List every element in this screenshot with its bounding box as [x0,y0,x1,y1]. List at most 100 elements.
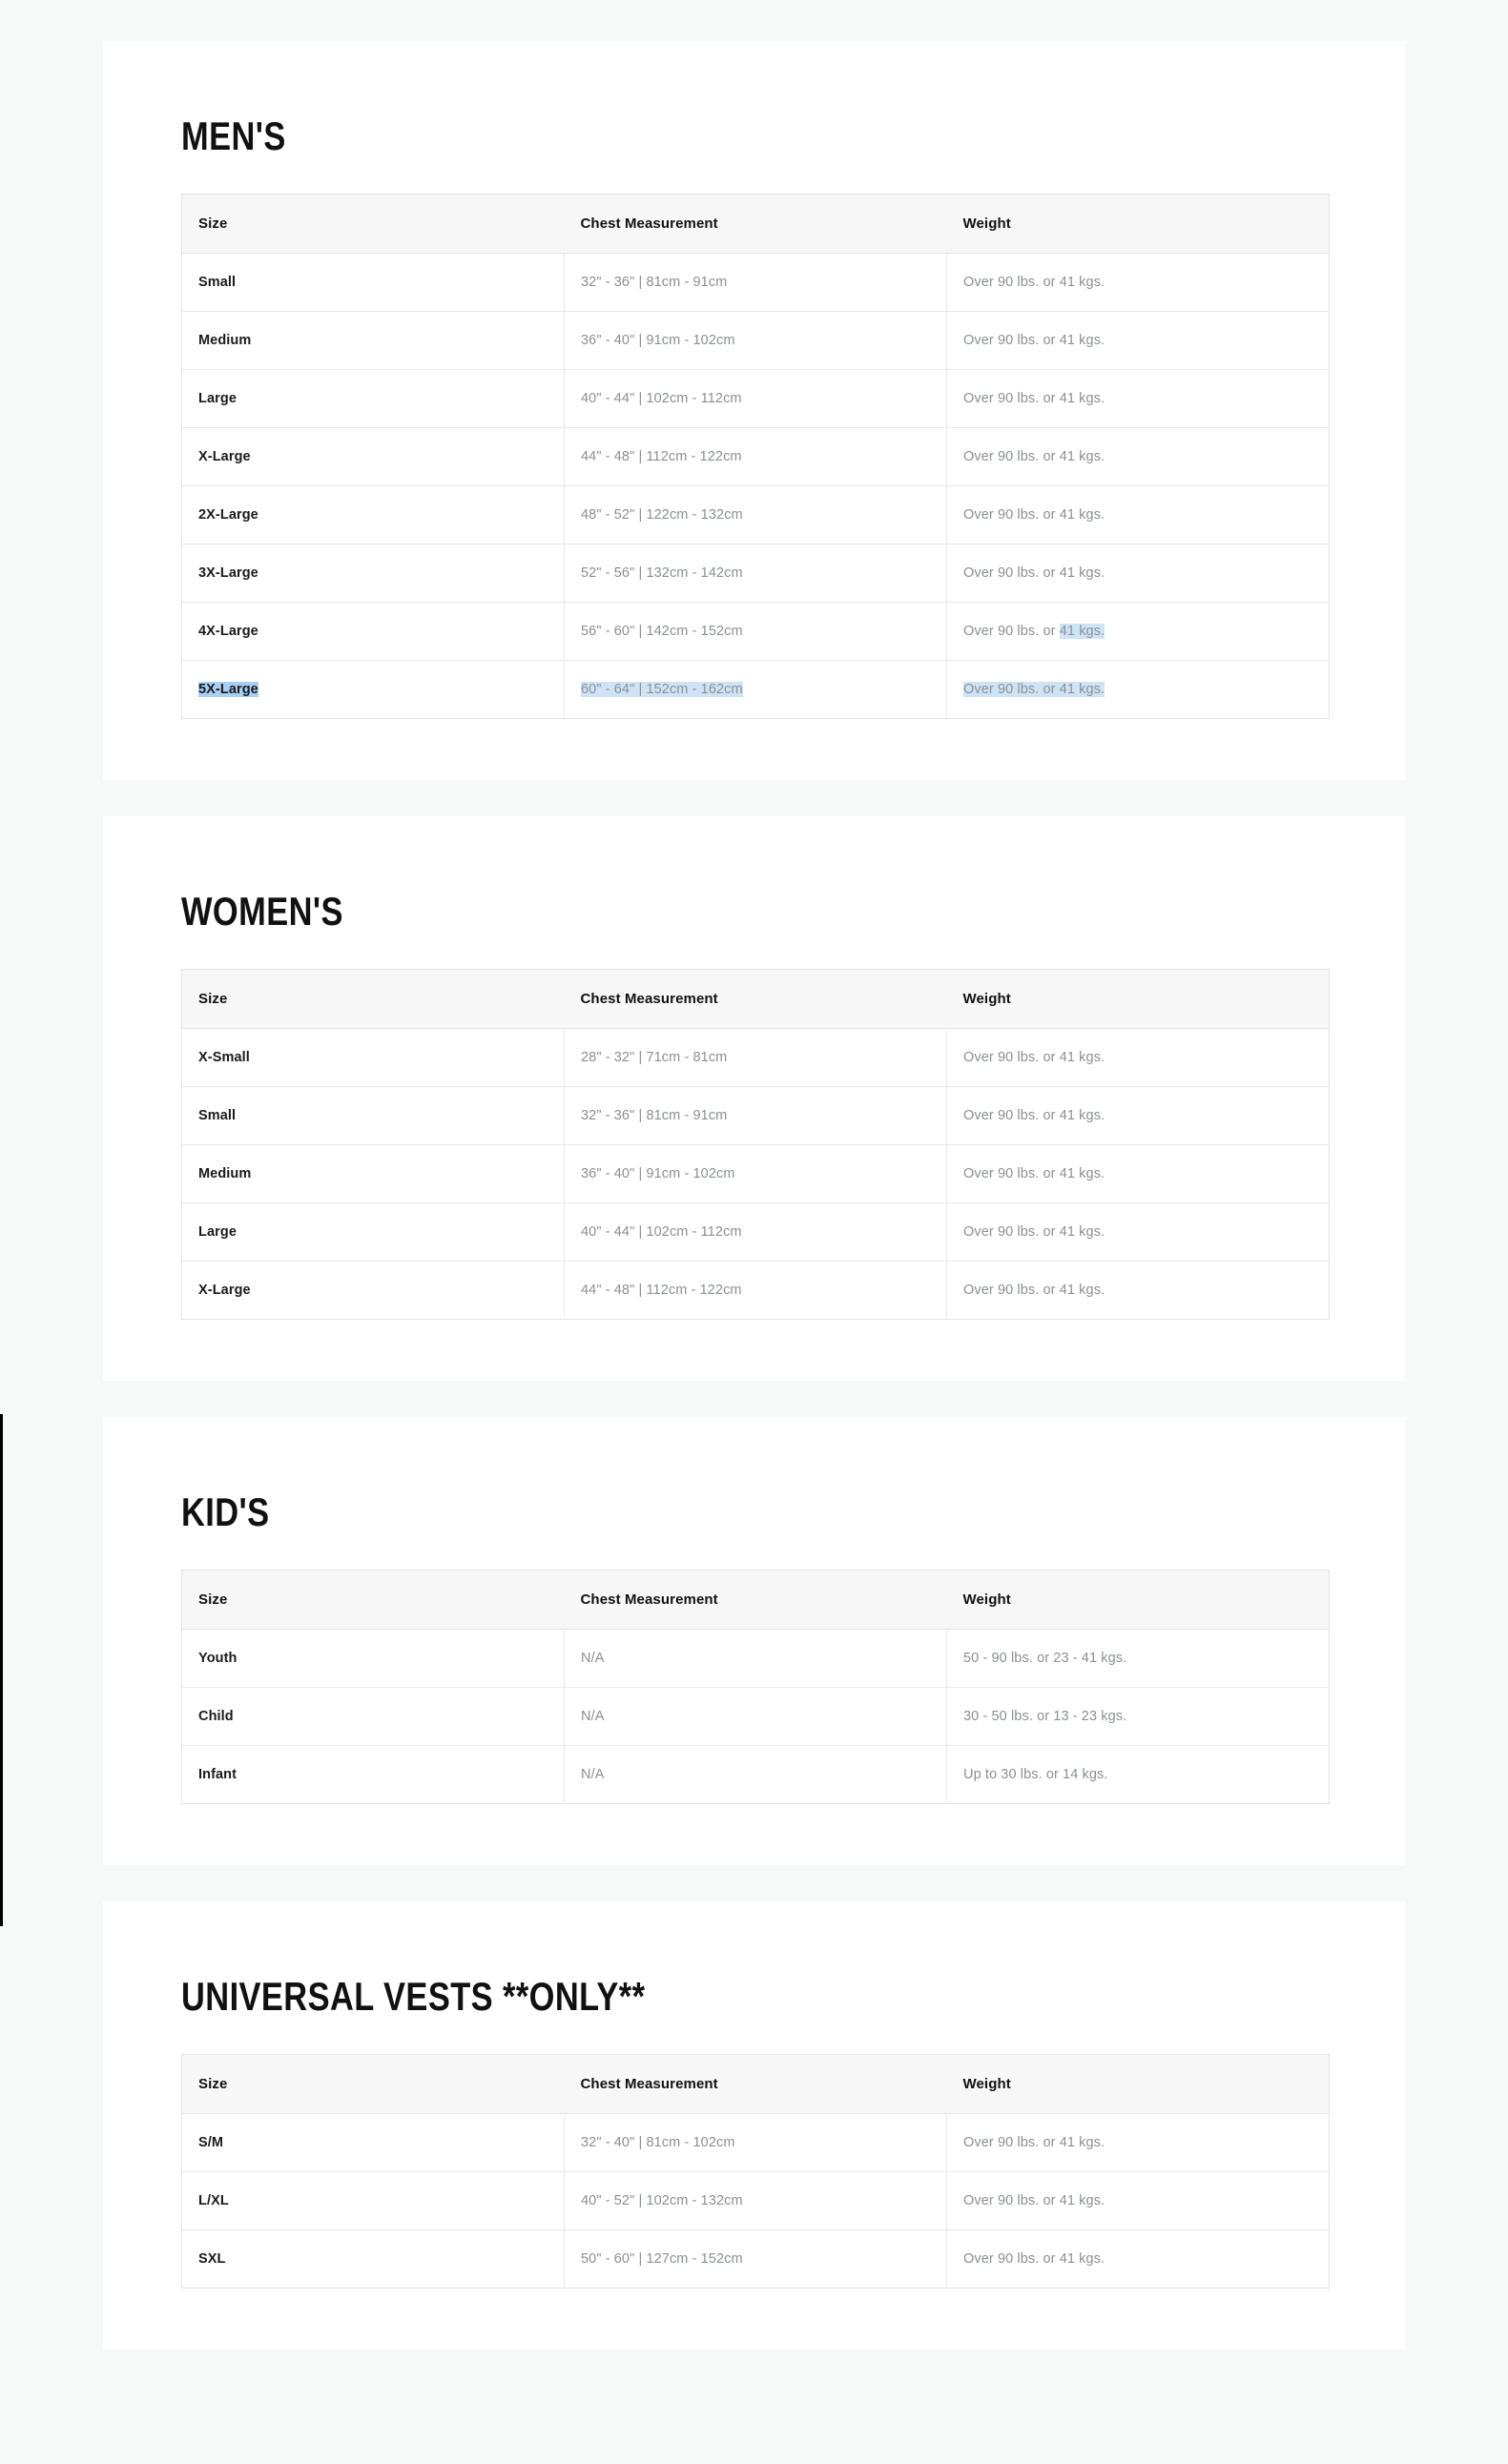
left-edge-scrollbar[interactable] [0,1414,3,1926]
cell-weight: Over 90 lbs. or 41 kgs. [946,1202,1330,1262]
cell-weight: Over 90 lbs. or 41 kgs. [946,1261,1330,1320]
cell-size: 3X-Large [181,544,565,603]
column-header-chest: Chest Measurement [564,194,947,255]
cell-size: L/XL [181,2171,565,2230]
column-header-weight: Weight [946,2054,1330,2115]
cell-size: 2X-Large [181,485,565,544]
cell-chest-measurement: N/A [564,1629,947,1688]
table-row: Youth N/A 50 - 90 lbs. or 23 - 41 kgs. [181,1629,1330,1688]
cell-size: Small [181,253,565,312]
size-table-universal-vests: Size Chest Measurement Weight S/M 32" - 40" … [181,2054,1330,2289]
cell-chest-measurement: 32" - 36" | 81cm - 91cm [564,1086,947,1145]
cell-chest-measurement: 32" - 36" | 81cm - 91cm [564,253,947,312]
column-header-weight: Weight [946,969,1330,1030]
table-row: 2X-Large 48" - 52" | 122cm - 132cm Over 90… [181,485,1330,544]
cell-chest-measurement: 52" - 56" | 132cm - 142cm [564,544,947,603]
section-title-womens: WOMEN'S [181,889,343,934]
size-table-womens: Size Chest Measurement Weight X-Small 28" - … [181,969,1330,1321]
column-header-chest: Chest Measurement [564,1570,947,1631]
cell-chest-measurement: 44" - 48" | 112cm - 122cm [564,1261,947,1320]
cell-size: 4X-Large [181,602,565,661]
column-header-weight: Weight [946,1570,1330,1631]
cell-chest-measurement: 40" - 44" | 102cm - 112cm [564,1202,947,1262]
table-row: S/M 32" - 40" | 81cm - 102cm Over 90 lbs. … [181,2113,1330,2172]
section-title-universal-vests: UNIVERSAL VESTS **ONLY** [181,1974,646,2020]
table-header-row: Size Chest Measurement Weight [181,2054,1330,2115]
column-header-size: Size [181,2054,565,2115]
cell-weight: Over 90 lbs. or 41 kgs. [946,311,1330,370]
column-header-chest: Chest Measurement [564,2054,947,2115]
cell-weight: Over 90 lbs. or 41 kgs. [946,1144,1330,1203]
cell-weight: Over 90 lbs. or 41 kgs. [946,602,1330,661]
cell-weight: Up to 30 lbs. or 14 kgs. [946,1745,1330,1804]
cell-weight: Over 90 lbs. or 41 kgs. [946,544,1330,603]
cell-size: X-Large [181,427,565,486]
cell-size: Large [181,369,565,428]
column-header-size: Size [181,969,565,1030]
cell-size: 5X-Large [181,660,565,719]
selected-text: 5X-Large [198,682,258,698]
section-inner: KID'S Size Chest Measurement Weight Youth N/A… [103,1417,1405,1865]
section-inner: MEN'S Size Chest Measurement Weight Small 32"… [103,41,1405,780]
section-inner: UNIVERSAL VESTS **ONLY** Size Chest Measur… [103,1901,1405,2350]
cell-chest-measurement: 32" - 40" | 81cm - 102cm [564,2113,947,2172]
table-row: X-Large 44" - 48" | 112cm - 122cm Over 90 … [181,427,1330,486]
cell-size: Small [181,1086,565,1145]
section-inner: WOMEN'S Size Chest Measurement Weight X-Smal… [103,816,1405,1381]
table-row: 4X-Large 56" - 60" | 142cm - 152cm Over 90… [181,602,1330,661]
cell-chest-measurement: 56" - 60" | 142cm - 152cm [564,602,947,661]
cell-weight: Over 90 lbs. or 41 kgs. [946,427,1330,486]
table-row: L/XL 40" - 52" | 102cm - 132cm Over 90 lbs… [181,2171,1330,2230]
cell-weight: Over 90 lbs. or 41 kgs. [946,660,1330,719]
table-row: Medium 36" - 40" | 91cm - 102cm Over 90 lb… [181,1144,1330,1203]
table-row: Infant N/A Up to 30 lbs. or 14 kgs. [181,1745,1330,1804]
cell-weight: 50 - 90 lbs. or 23 - 41 kgs. [946,1629,1330,1688]
table-row: Large 40" - 44" | 102cm - 112cm Over 90 lb… [181,1202,1330,1262]
cell-chest-measurement: N/A [564,1745,947,1804]
cell-size: Medium [181,311,565,370]
cell-size: X-Large [181,1261,565,1320]
cell-chest-measurement: 28" - 32" | 71cm - 81cm [564,1028,947,1087]
cell-weight: 30 - 50 lbs. or 13 - 23 kgs. [946,1687,1330,1746]
cell-chest-measurement: 40" - 52" | 102cm - 132cm [564,2171,947,2230]
column-header-chest: Chest Measurement [564,969,947,1030]
size-table-kids: Size Chest Measurement Weight Youth N/A 50 - … [181,1570,1330,1805]
cell-size: Youth [181,1629,565,1688]
cell-chest-measurement: 36" - 40" | 91cm - 102cm [564,311,947,370]
table-header-row: Size Chest Measurement Weight [181,969,1330,1030]
cell-size: S/M [181,2113,565,2172]
table-row: Small 32" - 36" | 81cm - 91cm Over 90 lbs.… [181,1086,1330,1145]
cell-weight: Over 90 lbs. or 41 kgs. [946,1028,1330,1087]
size-table-mens: Size Chest Measurement Weight Small 32" - 36… [181,194,1330,720]
cell-chest-measurement: 40" - 44" | 102cm - 112cm [564,369,947,428]
table-row: X-Large 44" - 48" | 112cm - 122cm Over 90 … [181,1261,1330,1320]
selected-text: Over 90 lbs. or 41 kgs. [963,682,1105,698]
section-womens: WOMEN'S Size Chest Measurement Weight X-Smal… [103,816,1405,1382]
table-row: Medium 36" - 40" | 91cm - 102cm Over 90 lb… [181,311,1330,370]
column-header-weight: Weight [946,194,1330,255]
table-row: X-Small 28" - 32" | 71cm - 81cm Over 90 lb… [181,1028,1330,1087]
cell-size: Medium [181,1144,565,1203]
cell-weight: Over 90 lbs. or 41 kgs. [946,369,1330,428]
cell-chest-measurement: 50" - 60" | 127cm - 152cm [564,2229,947,2289]
table-header-row: Size Chest Measurement Weight [181,1570,1330,1631]
cell-chest-measurement: 36" - 40" | 91cm - 102cm [564,1144,947,1203]
cell-size: SXL [181,2229,565,2289]
section-gap [0,1381,1508,1418]
cell-weight: Over 90 lbs. or 41 kgs. [946,2113,1330,2172]
section-gap [0,1865,1508,1902]
cell-weight: Over 90 lbs. or 41 kgs. [946,253,1330,312]
cell-weight: Over 90 lbs. or 41 kgs. [946,1086,1330,1145]
page-bottom-spacer [0,2350,1508,2464]
cell-size: X-Small [181,1028,565,1087]
cell-chest-measurement: N/A [564,1687,947,1746]
table-row: Large 40" - 44" | 102cm - 112cm Over 90 lb… [181,369,1330,428]
table-row: SXL 50" - 60" | 127cm - 152cm Over 90 lbs.… [181,2229,1330,2289]
section-gap [0,780,1508,817]
cell-chest-measurement: 60" - 64" | 152cm - 162cm [564,660,947,719]
section-mens: MEN'S Size Chest Measurement Weight Small 32"… [103,41,1405,781]
top-spacer [0,0,1508,41]
cell-weight: Over 90 lbs. or 41 kgs. [946,2229,1330,2289]
cell-size: Infant [181,1745,565,1804]
